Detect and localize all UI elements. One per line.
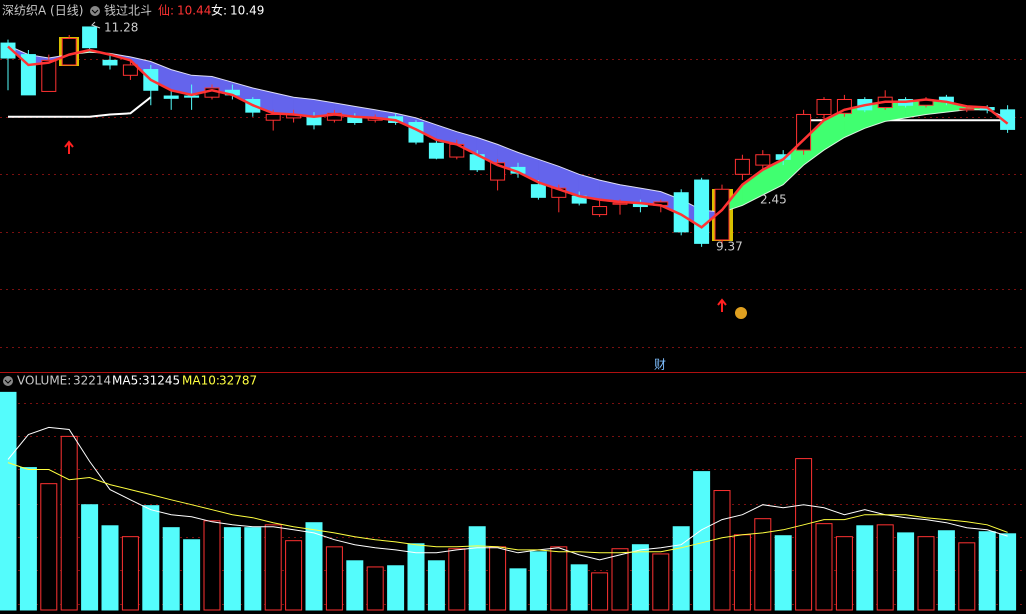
volume-bar	[448, 548, 466, 611]
volume-bar	[937, 530, 955, 611]
candle-body	[265, 113, 281, 121]
candle-body	[816, 98, 832, 115]
candle-body	[61, 37, 77, 66]
volume-bar	[550, 546, 568, 611]
volume-bar	[978, 531, 996, 611]
volume-bar	[631, 544, 649, 611]
volume-bar	[0, 391, 17, 611]
volume-bar	[815, 523, 833, 611]
candle-body	[184, 95, 200, 98]
plot	[0, 26, 1017, 611]
candle-body	[694, 179, 710, 244]
volume-bar	[121, 536, 139, 611]
volume-bar	[611, 548, 629, 611]
volume-bar	[346, 560, 364, 611]
volume-bar	[733, 534, 751, 611]
volume-bar	[40, 483, 58, 611]
legend-label: VOLUME:	[17, 374, 71, 388]
menu-icon[interactable]	[90, 6, 100, 16]
volume-bar	[509, 568, 527, 611]
volume-bar	[244, 527, 262, 611]
annotation: 9.37	[716, 240, 743, 254]
menu-icon[interactable]	[3, 376, 13, 386]
volume-bar	[203, 520, 221, 611]
indicator-name: 钱过北斗	[104, 3, 152, 18]
legend-value: 10.44	[177, 4, 211, 18]
legend-label: 仙:	[158, 4, 174, 18]
volume-bar	[652, 553, 670, 611]
candle-body	[755, 154, 771, 166]
legend-label: 女:	[211, 3, 227, 18]
volume-bar	[468, 526, 486, 611]
volume-bar	[162, 527, 180, 611]
candle-body	[428, 142, 444, 159]
volume-bar	[591, 572, 609, 611]
volume-bar	[305, 522, 323, 611]
volume-bar	[407, 543, 425, 611]
candle-body	[102, 59, 118, 66]
volume-bar	[529, 551, 547, 611]
money-icon	[735, 307, 747, 319]
volume-bar	[713, 490, 731, 611]
candle-body	[592, 206, 608, 216]
ma-line	[7, 462, 1008, 554]
legend-value: 10.49	[230, 4, 264, 18]
candle-body	[122, 64, 138, 76]
annotation: 11.28	[104, 21, 138, 35]
legend-label: MA10:	[182, 374, 220, 388]
volume-bar	[958, 542, 976, 611]
legend-label: MA5:	[112, 374, 142, 388]
volume-bar	[325, 546, 343, 611]
candle-body	[734, 158, 750, 175]
volume-bar	[366, 566, 384, 611]
volume-bar	[101, 525, 119, 611]
annotation: 2.45	[760, 193, 787, 207]
legend-value: 32214	[73, 374, 111, 388]
ma-line	[7, 45, 1009, 229]
volume-bar	[693, 471, 711, 611]
candle-body	[163, 95, 179, 99]
volume-bar	[570, 564, 588, 611]
candle-body	[959, 108, 975, 111]
volume-bar	[754, 518, 772, 611]
ma-line	[7, 426, 1008, 561]
volume-bar	[60, 435, 78, 611]
buy-arrow	[717, 298, 727, 312]
marker-text[interactable]: 财	[654, 358, 666, 372]
annotation-pointer	[91, 21, 101, 29]
candle-body	[82, 26, 98, 49]
volume-bar	[183, 539, 201, 611]
volume-bar	[774, 535, 792, 611]
volume-bar	[999, 533, 1017, 611]
volume-bar	[81, 504, 99, 611]
candle-body	[0, 42, 16, 59]
volume-bar	[795, 458, 813, 611]
volume-bar	[264, 524, 282, 611]
ma-line	[7, 44, 1008, 213]
volume-bar	[917, 536, 935, 611]
menu-chevron	[4, 379, 12, 384]
candle-body	[530, 184, 546, 198]
volume-bar	[223, 527, 241, 611]
volume-bar	[19, 467, 37, 611]
candle-body	[41, 59, 57, 92]
chart-title: 深纺织A (日线)	[2, 4, 83, 18]
buy-arrow	[64, 140, 74, 154]
volume-bar	[897, 532, 915, 611]
volume-bar	[285, 540, 303, 611]
volume-bar	[387, 565, 405, 611]
legend-value: 32787	[219, 374, 257, 388]
volume-bar	[876, 524, 894, 611]
volume-bar	[835, 536, 853, 611]
volume-bar	[142, 505, 160, 611]
volume-bar	[856, 525, 874, 611]
legend-value: 31245	[142, 374, 180, 388]
volume-bar	[672, 526, 690, 611]
volume-bar	[427, 560, 445, 611]
volume-bar	[489, 546, 507, 611]
menu-chevron	[91, 9, 99, 14]
